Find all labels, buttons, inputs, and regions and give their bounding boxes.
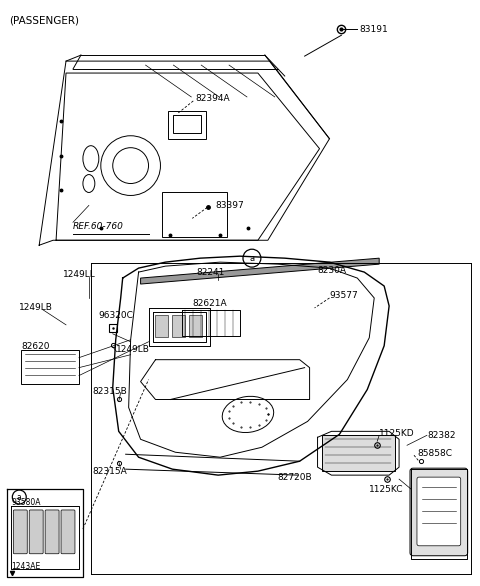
Text: REF.60-760: REF.60-760 — [73, 222, 124, 231]
Text: (PASSENGER): (PASSENGER) — [9, 15, 79, 25]
Bar — [322, 435, 395, 471]
Text: 1125KC: 1125KC — [369, 485, 404, 493]
FancyBboxPatch shape — [410, 468, 468, 556]
Polygon shape — [141, 258, 379, 284]
Text: 83397: 83397 — [215, 201, 244, 210]
Text: 82315A: 82315A — [93, 466, 128, 476]
FancyBboxPatch shape — [29, 510, 43, 554]
Text: 8230A: 8230A — [318, 265, 347, 275]
Text: a: a — [17, 492, 22, 502]
Text: 1125KD: 1125KD — [379, 429, 415, 438]
FancyBboxPatch shape — [61, 510, 75, 554]
Text: 83191: 83191 — [360, 25, 388, 34]
Text: 93577: 93577 — [329, 291, 358, 301]
FancyBboxPatch shape — [417, 477, 461, 546]
Text: 82621A: 82621A — [192, 299, 227, 308]
Text: 82394A: 82394A — [195, 94, 230, 103]
Text: 1249LB: 1249LB — [116, 345, 150, 354]
Text: 82241: 82241 — [196, 268, 225, 277]
Text: 1249LL: 1249LL — [63, 270, 96, 278]
Bar — [21, 350, 79, 384]
Text: 82720B: 82720B — [278, 473, 312, 482]
Bar — [172, 315, 185, 337]
Text: 85858C: 85858C — [417, 449, 452, 458]
Text: 82620: 82620 — [21, 342, 50, 351]
Text: 93580A: 93580A — [12, 499, 41, 507]
Text: 82315B: 82315B — [93, 387, 128, 396]
Bar — [156, 315, 168, 337]
FancyBboxPatch shape — [45, 510, 59, 554]
Text: 82382: 82382 — [427, 431, 456, 440]
Bar — [162, 192, 227, 237]
Bar — [189, 315, 202, 337]
Text: a: a — [250, 254, 254, 263]
Text: 1243AE: 1243AE — [12, 561, 41, 571]
FancyBboxPatch shape — [13, 510, 27, 554]
Bar — [168, 111, 206, 139]
Bar — [173, 115, 201, 133]
Text: 96320C: 96320C — [99, 311, 134, 321]
Text: 1249LB: 1249LB — [19, 304, 53, 312]
